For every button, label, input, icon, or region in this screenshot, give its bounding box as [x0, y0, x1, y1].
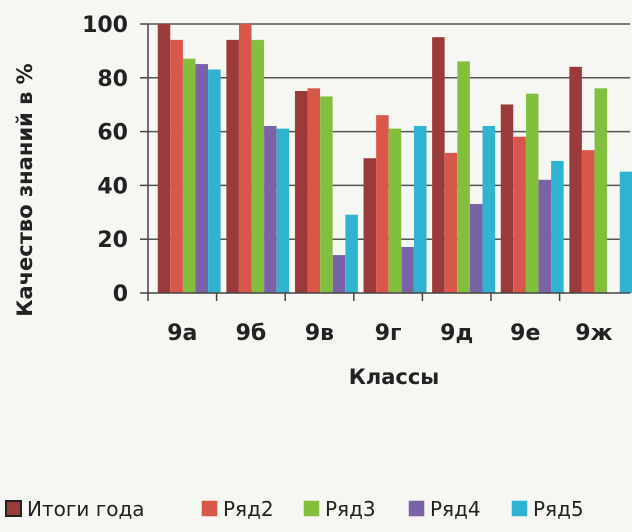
bars: [157, 23, 632, 294]
bar: [500, 104, 514, 294]
legend-item: Ряд5: [511, 497, 584, 521]
legend-swatch: [201, 500, 218, 517]
bar: [294, 91, 308, 294]
legend-label: Ряд2: [223, 497, 274, 521]
y-tick-label: 100: [82, 13, 128, 38]
bar: [538, 179, 552, 294]
x-axis-title: Классы: [349, 365, 440, 389]
bar: [569, 66, 582, 294]
y-axis-title: Качество знаний в %: [13, 63, 37, 316]
bar: [469, 203, 483, 294]
x-tick-label: 9е: [510, 321, 540, 346]
bar: [264, 125, 277, 294]
bar: [432, 37, 445, 294]
bar: [581, 150, 595, 294]
x-tick-label: 9д: [440, 321, 473, 346]
bar: [525, 93, 539, 294]
bar: [551, 160, 564, 294]
x-tick-label: 9а: [167, 321, 197, 346]
bar: [619, 171, 632, 294]
bar: [388, 128, 402, 294]
y-tick-label: 20: [97, 228, 128, 253]
y-tick-label: 0: [113, 282, 128, 307]
legend-swatch: [511, 500, 528, 517]
legend-swatch: [408, 500, 425, 517]
x-tick-label: 9б: [236, 321, 267, 346]
bar: [482, 125, 496, 294]
bar: [208, 69, 221, 294]
x-tick-label: 9г: [375, 321, 402, 346]
y-tick-labels: 0 20 40 60 80 100: [82, 13, 128, 307]
bar: [320, 96, 333, 294]
bar: [238, 23, 252, 294]
bar: [363, 158, 377, 294]
bar: [170, 39, 183, 294]
bar: [457, 61, 470, 294]
x-tick-label: 9ж: [575, 321, 612, 346]
bar: [376, 115, 389, 294]
legend-item: Итоги года: [5, 497, 145, 521]
legend-item: Ряд4: [408, 497, 481, 521]
bar: [251, 39, 265, 294]
legend-item: Ряд2: [201, 497, 274, 521]
legend-swatch: [303, 500, 320, 517]
bar: [307, 88, 321, 294]
bar: [332, 255, 346, 294]
bar: [182, 58, 196, 294]
bar: [401, 247, 414, 294]
x-tick-labels: 9а 9б 9в 9г 9д 9е 9ж: [167, 321, 612, 346]
axes: [140, 23, 630, 301]
bar: [413, 125, 427, 294]
bar: [513, 136, 526, 294]
y-tick-label: 40: [97, 174, 128, 199]
legend-label: Ряд5: [533, 497, 584, 521]
legend-label: Итоги года: [27, 497, 145, 521]
y-tick-label: 80: [97, 67, 128, 92]
bar: [444, 152, 458, 294]
legend-item: Ряд3: [303, 497, 376, 521]
bar: [594, 88, 608, 294]
bar: [157, 23, 171, 294]
legend: Итоги года Ряд2 Ряд3 Ряд4 Ряд5: [5, 497, 584, 521]
bar: [345, 214, 358, 294]
bar: [276, 128, 290, 294]
legend-label: Ряд3: [325, 497, 376, 521]
legend-label: Ряд4: [430, 497, 481, 521]
x-tick-label: 9в: [305, 321, 334, 346]
y-tick-label: 60: [97, 121, 128, 146]
bar: [195, 64, 209, 294]
bar: [226, 39, 239, 294]
legend-swatch: [5, 500, 22, 517]
